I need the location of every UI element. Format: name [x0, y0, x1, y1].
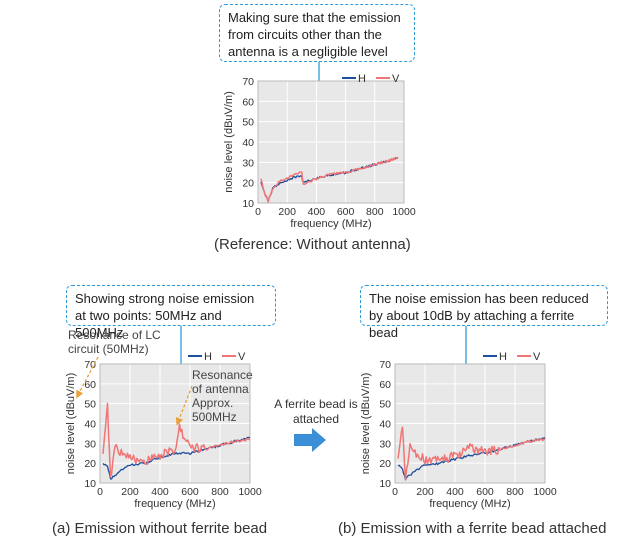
legend-V-label: V — [533, 351, 541, 363]
x-tick-label: 600 — [337, 206, 355, 218]
reference-callout: Making sure that the emission from circu… — [219, 4, 415, 62]
lc-resonance-annotation: Resonance of LC circuit (50MHz) — [68, 328, 161, 356]
y-axis-label: noise level (dBuV/m) — [360, 373, 372, 475]
y-tick-label: 10 — [242, 198, 254, 210]
y-tick-label: 20 — [379, 458, 391, 470]
y-tick-label: 50 — [379, 399, 391, 411]
y-tick-label: 30 — [379, 438, 391, 450]
x-tick-label: 400 — [151, 486, 169, 498]
legend-V-label: V — [392, 73, 400, 85]
x-tick-label: 0 — [97, 486, 103, 498]
x-tick-label: 200 — [121, 486, 139, 498]
plot-border — [394, 363, 546, 484]
y-tick-label: 70 — [242, 76, 254, 88]
legend-H-label: H — [204, 351, 212, 363]
x-axis-label: frequency (MHz) — [290, 218, 371, 230]
x-tick-label: 200 — [278, 206, 296, 218]
x-tick-label: 600 — [476, 486, 494, 498]
x-tick-label: 1000 — [238, 486, 262, 498]
x-tick-label: 0 — [392, 486, 398, 498]
y-tick-label: 20 — [84, 458, 96, 470]
y-tick-label: 20 — [242, 178, 254, 190]
plot-border — [99, 363, 251, 484]
series-V-line — [260, 156, 399, 203]
series-H-line — [102, 436, 251, 480]
y-tick-label: 70 — [84, 359, 96, 371]
plot-border — [257, 80, 405, 204]
y-tick-label: 60 — [379, 379, 391, 391]
y-tick-label: 50 — [242, 117, 254, 129]
x-axis-label: frequency (MHz) — [429, 498, 510, 510]
y-tick-label: 10 — [84, 478, 96, 490]
reference-callout-text: Making sure that the emission from circu… — [228, 10, 401, 59]
right-arrow-icon — [294, 428, 326, 452]
y-tick-label: 50 — [84, 399, 96, 411]
with-bead-chart: 0 200 400 600 800 1000 10 20 30 40 50 60 70 frequency… — [360, 351, 557, 510]
series-V-line — [397, 426, 546, 481]
x-tick-label: 200 — [416, 486, 434, 498]
with-bead-callout: The noise emission has been reduced by a… — [360, 285, 608, 340]
without-bead-callout: Showing strong noise emission at two poi… — [66, 285, 276, 340]
y-tick-label: 30 — [242, 157, 254, 169]
without-bead-chart: 0 200 400 600 800 1000 10 20 30 40 50 60 70 frequency… — [65, 351, 262, 510]
reference-caption: (Reference: Without antenna) — [214, 236, 411, 253]
y-tick-label: 60 — [242, 96, 254, 108]
y-tick-label: 10 — [379, 478, 391, 490]
legend-H-label: H — [358, 73, 366, 85]
reference-chart: 0 200 400 600 800 1000 10 20 30 40 50 60 70 frequency… — [223, 73, 416, 230]
with-bead-caption: (b) Emission with a ferrite bead attache… — [338, 520, 607, 537]
x-tick-label: 800 — [506, 486, 524, 498]
series-V-line — [102, 402, 251, 478]
with-bead-callout-text: The noise emission has been reduced by a… — [369, 291, 589, 340]
x-tick-label: 0 — [255, 206, 261, 218]
y-tick-label: 30 — [84, 438, 96, 450]
x-tick-label: 400 — [446, 486, 464, 498]
x-tick-label: 1000 — [392, 206, 416, 218]
x-tick-label: 400 — [308, 206, 326, 218]
x-tick-label: 600 — [181, 486, 199, 498]
x-tick-label: 800 — [366, 206, 384, 218]
y-axis-label: noise level (dBuV/m) — [65, 373, 77, 475]
y-tick-label: 40 — [379, 419, 391, 431]
y-axis-label: noise level (dBuV/m) — [223, 91, 235, 193]
x-axis-label: frequency (MHz) — [134, 498, 215, 510]
without-bead-callout-text: Showing strong noise emission at two poi… — [75, 291, 255, 340]
x-tick-label: 800 — [211, 486, 229, 498]
legend-H-label: H — [499, 351, 507, 363]
y-tick-label: 40 — [242, 137, 254, 149]
ferrite-bead-attached-label: A ferrite bead is attached — [274, 397, 358, 426]
without-bead-caption: (a) Emission without ferrite bead — [52, 520, 268, 537]
y-tick-label: 40 — [84, 419, 96, 431]
y-tick-label: 70 — [379, 359, 391, 371]
y-tick-label: 60 — [84, 379, 96, 391]
legend-V-label: V — [238, 351, 246, 363]
x-tick-label: 1000 — [533, 486, 557, 498]
antenna-resonance-annotation: Resonance of antenna Approx. 500MHz — [192, 368, 253, 424]
